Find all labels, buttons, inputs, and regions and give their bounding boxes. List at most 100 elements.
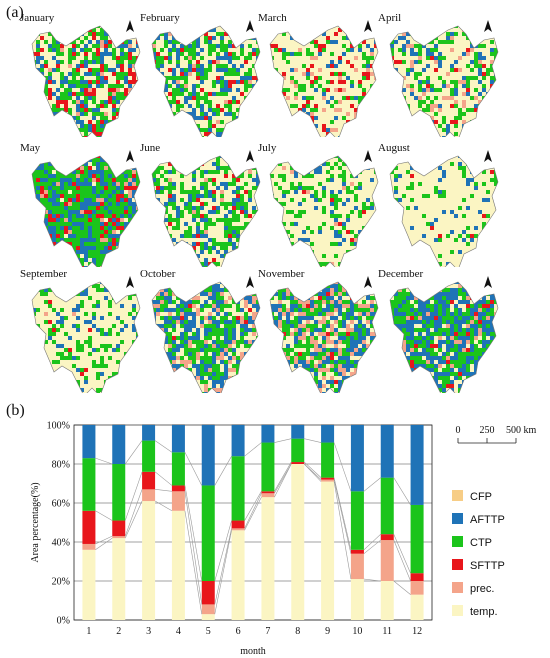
bar-segment-prec-1 <box>82 543 96 550</box>
north-arrow-icon <box>364 20 372 32</box>
stack-connector-line <box>124 471 143 521</box>
stack-connector-line <box>244 442 262 457</box>
stack-connector-line <box>95 510 113 521</box>
map-month-title: January <box>20 12 55 24</box>
stack-connector-line <box>95 457 113 465</box>
bar-segment-temp-10 <box>350 579 364 620</box>
stack-connector-line <box>214 528 232 605</box>
y-tick-label: 80% <box>52 460 70 471</box>
bar-segment-temp-3 <box>142 501 156 620</box>
stack-connector-line <box>95 537 113 551</box>
map-june: June <box>140 142 265 267</box>
north-arrow-icon <box>126 20 134 32</box>
north-arrow-icon <box>484 150 492 162</box>
bar-segment-AFTTP-8 <box>291 425 305 439</box>
map-shape <box>389 276 499 393</box>
map-month-title: December <box>378 268 424 280</box>
map-shape <box>269 276 379 393</box>
stack-connector-line <box>184 485 203 582</box>
map-month-title: February <box>140 12 180 24</box>
map-month-title: August <box>378 142 410 154</box>
stack-connector-line <box>184 491 203 605</box>
map-shape <box>389 150 499 267</box>
bar-segment-SFTTP-9 <box>321 477 335 480</box>
map-september: September <box>20 268 145 393</box>
bar-segment-SFTTP-3 <box>142 471 156 490</box>
bar-segment-AFTTP-9 <box>321 425 335 443</box>
legend-swatch <box>452 582 463 593</box>
bar-segment-temp-1 <box>82 549 96 620</box>
scale-bar-label: 0 <box>456 425 461 436</box>
bar-segment-CTP-12 <box>410 504 424 574</box>
map-february: February <box>140 12 265 137</box>
map-month-title: November <box>258 268 305 280</box>
map-may: May <box>20 142 145 267</box>
stack-connector-line <box>304 438 322 443</box>
bar-segment-prec-12 <box>410 581 424 595</box>
bar-segment-CTP-5 <box>201 485 215 581</box>
stack-connector-line <box>363 477 381 492</box>
bar-segment-prec-5 <box>201 604 215 615</box>
x-tick-label: 1 <box>86 626 91 637</box>
legend-swatch <box>452 513 463 524</box>
bar-segment-temp-5 <box>201 614 215 620</box>
legend-swatch <box>452 605 463 616</box>
stack-connector-line <box>154 440 173 453</box>
bar-segment-temp-4 <box>171 510 185 620</box>
stack-connector-line <box>244 491 262 521</box>
map-month-title: March <box>258 12 287 24</box>
bar-segment-SFTTP-6 <box>231 520 245 529</box>
stack-connector-line <box>333 481 352 580</box>
stack-connector-line <box>124 500 143 539</box>
stack-connector-line <box>363 578 381 582</box>
bar-segment-prec-6 <box>231 528 245 531</box>
map-shape <box>389 20 499 137</box>
x-tick-label: 4 <box>176 626 181 637</box>
stack-connector-line <box>363 533 381 551</box>
x-tick-label: 6 <box>236 626 241 637</box>
x-tick-label: 10 <box>352 626 362 637</box>
stack-connector-line <box>155 489 172 492</box>
stack-connector-line <box>184 510 203 615</box>
stack-connector-line <box>274 461 292 492</box>
legend-label: CFP <box>470 491 492 503</box>
bar-segment-CTP-11 <box>380 477 394 535</box>
bar-segment-AFTTP-5 <box>201 425 215 486</box>
panel-a-label: (a) <box>6 4 24 21</box>
stack-connector-line <box>154 471 173 486</box>
y-tick-label: 20% <box>52 577 70 588</box>
map-shape <box>31 20 141 137</box>
stack-connector-line <box>184 452 203 486</box>
map-shape <box>151 20 261 137</box>
legend-swatch <box>452 536 463 547</box>
bar-segment-SFTTP-1 <box>82 510 96 544</box>
map-april: April <box>378 12 503 137</box>
map-month-title: May <box>20 142 41 154</box>
stacked-bar-chart: 0%20%40%60%80%100%1 2 3 4 5 6 7 8 9 10 11 12monthAr… <box>30 421 537 658</box>
north-arrow-icon <box>364 150 372 162</box>
bar-segment-SFTTP-10 <box>350 549 364 554</box>
x-tick-label: 11 <box>382 626 392 637</box>
bar-segment-CTP-9 <box>321 442 335 478</box>
legend-label: temp. <box>470 606 498 618</box>
stack-connector-line <box>274 463 292 494</box>
map-shape <box>269 20 379 137</box>
panel-b-label: (b) <box>6 402 25 419</box>
bar-segment-CTP-7 <box>261 442 275 492</box>
map-month-title: April <box>378 12 402 24</box>
legend-label: SFTTP <box>470 560 505 572</box>
stack-connector-line <box>304 463 322 480</box>
map-shape <box>151 150 261 267</box>
stack-connector-line <box>154 500 173 512</box>
bar-segment-CTP-10 <box>350 491 364 550</box>
legend-label: AFTTP <box>470 514 505 526</box>
north-arrow-icon <box>364 276 372 288</box>
y-tick-label: 60% <box>52 499 70 510</box>
bar-segment-SFTTP-11 <box>380 534 394 541</box>
map-shape <box>31 150 141 267</box>
bar-segment-temp-7 <box>261 497 275 620</box>
legend-swatch <box>452 559 463 570</box>
bar-segment-SFTTP-4 <box>171 485 185 492</box>
bar-segment-prec-3 <box>142 489 156 502</box>
map-month-title: September <box>20 268 68 280</box>
